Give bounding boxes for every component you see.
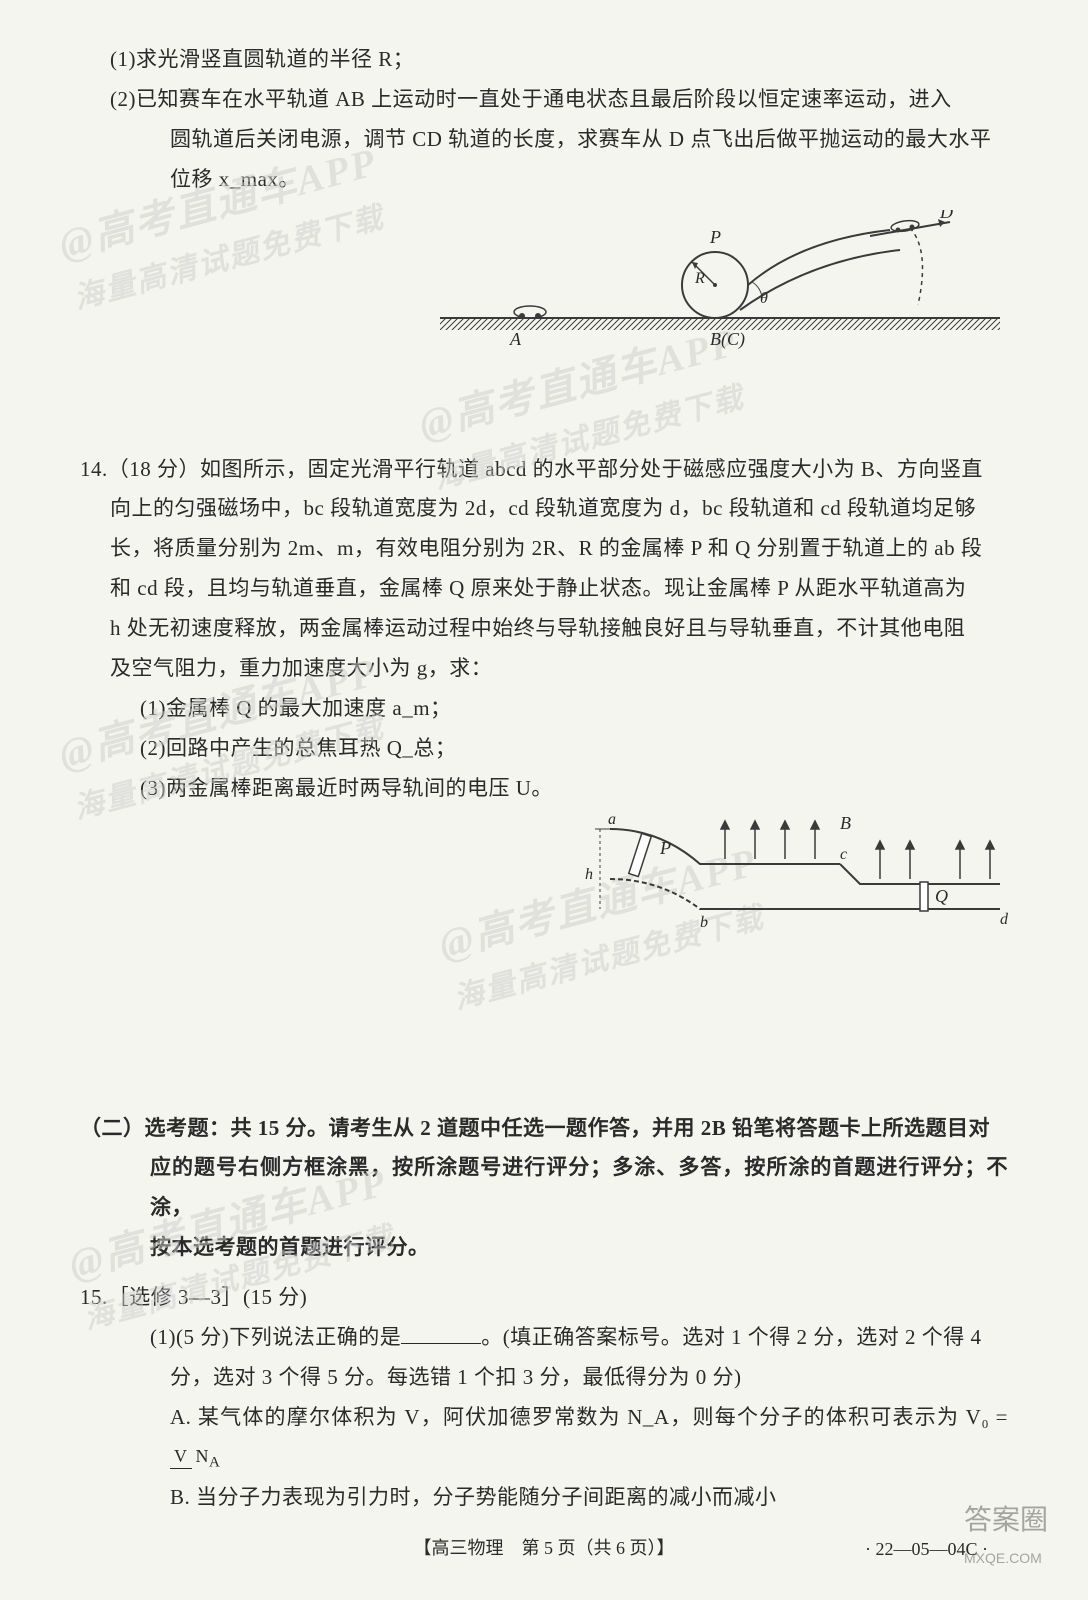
frac-num: V <box>170 1446 192 1469</box>
q14-block: 14.（18 分）如图所示，固定光滑平行轨道 abcd 的水平部分处于磁感应强度… <box>80 450 1008 809</box>
svg-text:B(C): B(C) <box>710 329 745 350</box>
section2-block: （二）选考题：共 15 分。请考生从 2 道题中任选一题作答，并用 2B 铅笔将… <box>80 1109 1008 1269</box>
q15-optA-text: A. 某气体的摩尔体积为 V，阿伏加德罗常数为 N_A，则每个分子的体积可表示为… <box>170 1405 1008 1429</box>
svg-text:P: P <box>659 838 671 858</box>
diagram2-area: P Q h a b c d B <box>80 819 1008 949</box>
q14-line1: 14.（18 分）如图所示，固定光滑平行轨道 abcd 的水平部分处于磁感应强度… <box>80 450 1008 490</box>
q13-part2-line3: 位移 x_max。 <box>80 160 1008 200</box>
section2-line3: 按本选考题的首题进行评分。 <box>80 1228 1008 1268</box>
q15-optA: A. 某气体的摩尔体积为 V，阿伏加德罗常数为 N_A，则每个分子的体积可表示为… <box>80 1398 1008 1478</box>
svg-text:d: d <box>1000 911 1009 928</box>
q14-sub3: (3)两金属棒距离最近时两导轨间的电压 U。 <box>80 769 1008 809</box>
q15-part1-end: 。(填正确答案标号。选对 1 个得 2 分，选对 2 个得 4 <box>481 1325 981 1349</box>
q15-header: 15.［选修 3—3］(15 分) <box>80 1278 1008 1318</box>
svg-text:A: A <box>509 329 522 349</box>
section2-line1: （二）选考题：共 15 分。请考生从 2 道题中任选一题作答，并用 2B 铅笔将… <box>80 1109 1008 1149</box>
q14-sub2: (2)回路中产生的总焦耳热 Q_总； <box>80 729 1008 769</box>
fraction: VNA <box>170 1447 224 1471</box>
svg-text:Q: Q <box>935 886 948 906</box>
q13-part2-line1: (2)已知赛车在水平轨道 AB 上运动时一直处于通电状态且最后阶段以恒定速率运动… <box>80 80 1008 120</box>
q14-line4: 和 cd 段，且均与轨道垂直，金属棒 Q 原来处于静止状态。现让金属棒 P 从距… <box>80 569 1008 609</box>
q14-line3: 长，将质量分别为 2m、m，有效电阻分别为 2R、R 的金属棒 P 和 Q 分别… <box>80 529 1008 569</box>
q14-line6: 及空气阻力，重力加速度大小为 g，求： <box>80 649 1008 689</box>
q13-part1: (1)求光滑竖直圆轨道的半径 R； <box>80 40 1008 80</box>
q15-part1-line2: 分，选对 3 个得 5 分。每选错 1 个扣 3 分，最低得分为 0 分) <box>80 1358 1008 1398</box>
blank <box>401 1324 481 1344</box>
q14-line2: 向上的匀强磁场中，bc 段轨道宽度为 2d，cd 段轨道宽度为 d，bc 段轨道… <box>80 489 1008 529</box>
q15-part1-pre: (1)(5 分)下列说法正确的是 <box>150 1325 401 1349</box>
diagram1-svg: A R P θ D B(C) <box>440 210 1000 350</box>
q15-part1: (1)(5 分)下列说法正确的是 。(填正确答案标号。选对 1 个得 2 分，选对… <box>80 1318 1008 1358</box>
svg-text:b: b <box>700 914 708 931</box>
diagram1-area: A R P θ D B(C) <box>80 210 1008 350</box>
q15-optB: B. 当分子力表现为引力时，分子势能随分子间距离的减小而减小 <box>80 1478 1008 1518</box>
q14-sub1: (1)金属棒 Q 的最大加速度 a_m； <box>80 689 1008 729</box>
svg-text:a: a <box>608 811 616 828</box>
svg-text:h: h <box>585 866 593 883</box>
svg-text:c: c <box>840 846 847 863</box>
diagram2-svg: P Q h a b c d B <box>580 809 1010 939</box>
section2-line2: 应的题号右侧方框涂黑，按所涂题号进行评分；多涂、多答，按所涂的首题进行评分；不涂… <box>80 1148 1008 1228</box>
svg-text:B: B <box>840 813 851 833</box>
q14-line5: h 处无初速度释放，两金属棒运动过程中始终与导轨接触良好且与导轨垂直，不计其他电… <box>80 609 1008 649</box>
svg-text:θ: θ <box>760 290 768 307</box>
q15-block: 15.［选修 3—3］(15 分) (1)(5 分)下列说法正确的是 。(填正确答… <box>80 1278 1008 1517</box>
q13-part2-line2: 圆轨道后关闭电源，调节 CD 轨道的长度，求赛车从 D 点飞出后做平抛运动的最大… <box>80 120 1008 160</box>
svg-text:P: P <box>709 227 721 247</box>
q13-block: (1)求光滑竖直圆轨道的半径 R； (2)已知赛车在水平轨道 AB 上运动时一直… <box>80 40 1008 200</box>
svg-text:D: D <box>939 210 953 222</box>
frac-den: NA <box>192 1444 225 1466</box>
svg-text:R: R <box>694 270 705 287</box>
corner-mark: 答案圈MXQE.COM <box>964 1498 1048 1570</box>
